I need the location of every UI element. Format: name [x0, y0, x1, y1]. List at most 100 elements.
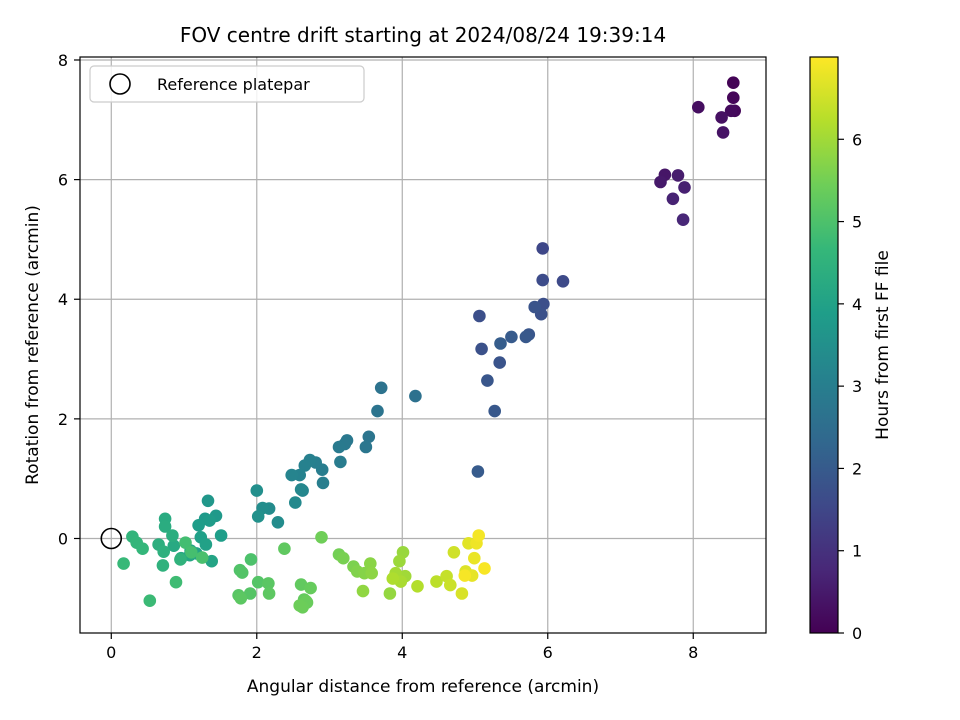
data-point — [158, 520, 172, 533]
data-point — [136, 542, 149, 555]
data-point — [117, 557, 130, 570]
data-point — [444, 578, 457, 592]
data-point — [235, 566, 249, 579]
data-point — [458, 569, 472, 582]
data-point — [505, 330, 518, 344]
legend-label: Reference platepar — [157, 75, 310, 94]
data-point — [174, 553, 187, 566]
data-point — [473, 309, 486, 323]
data-point — [195, 551, 209, 564]
x-tick-label: 4 — [397, 643, 407, 662]
data-point — [536, 242, 549, 255]
data-point — [337, 551, 350, 565]
data-point — [364, 557, 377, 570]
data-point — [169, 575, 183, 589]
data-point — [199, 538, 213, 551]
y-tick-label: 2 — [58, 410, 68, 429]
data-point — [316, 476, 330, 490]
data-point — [304, 581, 317, 595]
data-point — [386, 572, 400, 585]
data-point — [179, 536, 192, 549]
data-point — [692, 100, 705, 114]
x-tick-label: 8 — [688, 643, 698, 662]
data-point — [481, 374, 494, 387]
data-point — [205, 554, 218, 568]
data-point — [293, 599, 307, 612]
x-tick-label: 6 — [543, 643, 553, 662]
data-point — [716, 126, 730, 139]
x-tick-label: 2 — [252, 643, 262, 662]
data-point — [356, 584, 370, 598]
data-point — [362, 430, 376, 444]
data-point — [475, 342, 488, 356]
plot-area-frame — [79, 56, 767, 634]
legend: Reference platepar — [89, 65, 365, 103]
data-point — [455, 587, 469, 600]
data-point — [166, 529, 179, 542]
colorbar-tick-label: 1 — [852, 542, 862, 561]
colorbar-tick-label: 3 — [852, 377, 862, 396]
data-point — [468, 551, 481, 565]
chart-title: FOV centre drift starting at 2024/08/24 … — [180, 23, 666, 47]
data-point — [371, 404, 384, 418]
data-point — [262, 587, 276, 600]
data-point — [365, 566, 379, 580]
legend-marker-icon — [109, 73, 131, 95]
reference-point-marker — [100, 527, 123, 550]
data-point — [654, 175, 667, 189]
colorbar-tick-label: 4 — [852, 295, 862, 314]
x-axis-label: Angular distance from reference (arcmin) — [247, 677, 599, 697]
data-point — [678, 181, 691, 194]
data-point — [251, 575, 265, 589]
x-tick-label: 0 — [106, 643, 116, 662]
data-point — [185, 546, 198, 559]
data-point — [715, 111, 728, 124]
data-point — [214, 529, 228, 542]
data-point — [262, 577, 275, 590]
data-point — [447, 546, 461, 559]
data-point — [203, 514, 216, 527]
colorbar-ticks: 0 1 2 3 4 5 6 — [838, 130, 862, 643]
data-point — [278, 542, 291, 555]
data-point — [192, 519, 205, 532]
data-point — [528, 300, 541, 314]
colorbar-tick-label: 6 — [852, 130, 862, 149]
data-point — [411, 580, 424, 593]
data-point — [472, 529, 486, 542]
data-point — [471, 465, 485, 478]
data-point — [493, 356, 507, 369]
data-point — [478, 562, 491, 575]
data-point — [234, 592, 248, 605]
data-point — [393, 554, 406, 568]
data-point — [294, 578, 308, 591]
y-tick-label: 8 — [58, 51, 68, 70]
y-tick-label: 4 — [58, 290, 68, 309]
data-point — [285, 468, 299, 482]
data-point — [243, 587, 257, 600]
data-point — [156, 559, 170, 572]
data-point — [727, 76, 740, 89]
y-axis-label: Rotation from reference (arcmin) — [23, 205, 43, 485]
data-point — [201, 494, 215, 508]
data-point — [251, 510, 265, 523]
data-point — [143, 594, 157, 607]
legend-box — [89, 65, 365, 103]
x-axis-ticks: 0 2 4 6 8 — [106, 633, 698, 662]
data-point — [294, 483, 308, 496]
y-tick-label: 0 — [58, 529, 68, 548]
data-point — [666, 192, 680, 206]
data-point — [244, 553, 258, 566]
data-point — [298, 459, 312, 472]
colorbar-tick-label: 0 — [852, 624, 862, 643]
data-point — [359, 440, 373, 454]
data-point — [271, 516, 285, 529]
data-point — [374, 381, 388, 395]
data-point — [383, 587, 397, 600]
data-point — [430, 575, 443, 588]
colorbar: 0 1 2 3 4 5 6 Hours from first FF file — [809, 56, 893, 643]
y-axis-ticks: 0 2 4 6 8 — [58, 51, 80, 548]
colorbar-label: Hours from first FF file — [873, 250, 893, 440]
data-point — [409, 389, 422, 403]
data-point — [519, 330, 533, 344]
